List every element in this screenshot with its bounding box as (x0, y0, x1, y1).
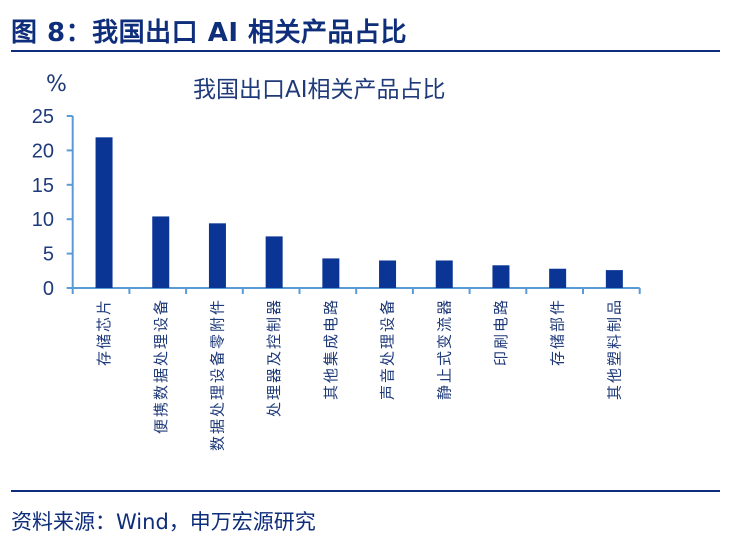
y-tick-label: 10 (32, 209, 54, 231)
x-category-label: 声音处理设备 (379, 298, 397, 400)
y-tick-label: 20 (32, 140, 54, 162)
x-category-label: 处理器及控制器 (265, 298, 283, 417)
bottom-divider (11, 490, 720, 492)
bar (152, 216, 170, 288)
y-tick-label: 15 (32, 175, 54, 197)
chart-title: 我国出口AI相关产品占比 (193, 77, 446, 103)
bar (605, 270, 623, 288)
top-divider (11, 50, 720, 52)
y-tick-label: 25 (32, 106, 54, 128)
x-category-label: 数据处理设备零附件 (208, 298, 226, 451)
y-tick-label: 5 (43, 244, 54, 266)
bar (549, 268, 567, 288)
x-category-label: 印刷电路 (492, 298, 510, 366)
source-note: 资料来源：Wind，申万宏源研究 (11, 510, 316, 534)
x-category-label: 其他集成电路 (322, 298, 340, 400)
bar (379, 260, 397, 288)
bar (322, 258, 340, 288)
bar (208, 223, 226, 288)
x-category-label: 静止式变流器 (435, 298, 453, 400)
y-tick-label: 0 (43, 278, 54, 300)
x-category-label: 便携数据处理设备 (152, 298, 170, 434)
x-category-label: 存储芯片 (95, 298, 113, 366)
x-category-label: 存储部件 (549, 298, 567, 366)
bar (492, 265, 510, 288)
x-category-label: 其他塑料制品 (605, 298, 623, 400)
y-axis-unit: % (46, 72, 67, 97)
bar (95, 137, 113, 288)
bar (435, 260, 453, 288)
figure-title: 图 8：我国出口 AI 相关产品占比 (11, 18, 408, 48)
bar (265, 236, 283, 288)
